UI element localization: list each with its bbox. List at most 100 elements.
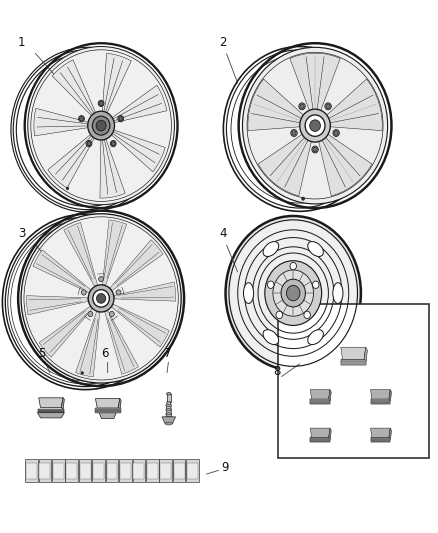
Ellipse shape	[276, 311, 283, 319]
Bar	[65, 459, 78, 482]
Bar	[119, 459, 132, 482]
Ellipse shape	[99, 101, 103, 106]
Ellipse shape	[166, 413, 172, 415]
Ellipse shape	[265, 261, 321, 326]
Bar	[26, 463, 37, 479]
Bar	[371, 399, 390, 404]
Bar	[173, 459, 185, 482]
Polygon shape	[310, 390, 330, 399]
Ellipse shape	[304, 311, 311, 319]
Ellipse shape	[99, 277, 104, 282]
Ellipse shape	[310, 120, 321, 132]
Ellipse shape	[110, 141, 116, 147]
Ellipse shape	[308, 241, 323, 256]
Bar	[341, 361, 366, 362]
Bar	[341, 360, 366, 361]
Bar	[106, 463, 117, 479]
Ellipse shape	[111, 142, 115, 146]
Ellipse shape	[326, 104, 330, 109]
Bar	[174, 463, 184, 479]
Ellipse shape	[28, 46, 174, 205]
Polygon shape	[52, 60, 98, 120]
Bar	[93, 463, 104, 479]
Bar	[310, 440, 330, 441]
Polygon shape	[321, 79, 382, 131]
Ellipse shape	[78, 116, 85, 122]
Ellipse shape	[281, 279, 305, 307]
Text: 6: 6	[101, 347, 109, 360]
Polygon shape	[162, 417, 176, 424]
Bar	[39, 459, 51, 482]
Bar	[341, 362, 366, 364]
Bar	[278, 304, 428, 458]
Bar	[371, 441, 390, 442]
Ellipse shape	[116, 290, 121, 295]
Ellipse shape	[88, 311, 93, 317]
Polygon shape	[26, 296, 88, 315]
Polygon shape	[48, 131, 97, 188]
Text: 8: 8	[274, 366, 281, 378]
Bar	[159, 459, 172, 482]
Ellipse shape	[312, 281, 319, 288]
Ellipse shape	[166, 409, 172, 411]
Bar	[371, 399, 390, 400]
Ellipse shape	[98, 100, 104, 107]
Bar	[92, 459, 105, 482]
Ellipse shape	[110, 311, 114, 317]
Bar	[341, 364, 366, 366]
Bar	[187, 463, 198, 479]
Ellipse shape	[263, 330, 279, 345]
Ellipse shape	[230, 221, 356, 365]
Bar	[25, 459, 38, 482]
Polygon shape	[371, 390, 390, 399]
Polygon shape	[102, 53, 131, 118]
Bar	[146, 459, 159, 482]
Ellipse shape	[96, 120, 106, 131]
Polygon shape	[33, 250, 91, 293]
Bar	[371, 439, 390, 440]
Ellipse shape	[92, 116, 110, 135]
Text: 5: 5	[38, 347, 45, 360]
Bar	[95, 412, 120, 413]
Bar	[134, 463, 144, 479]
Ellipse shape	[263, 241, 279, 256]
Bar	[147, 463, 158, 479]
Polygon shape	[102, 220, 127, 285]
Bar	[106, 459, 118, 482]
Bar	[371, 438, 390, 442]
Text: 3: 3	[18, 227, 25, 240]
Bar	[371, 403, 390, 404]
Bar	[371, 402, 390, 403]
Polygon shape	[118, 399, 121, 410]
Polygon shape	[61, 398, 64, 409]
Ellipse shape	[226, 216, 361, 370]
Bar	[310, 438, 330, 439]
Ellipse shape	[21, 214, 181, 383]
Ellipse shape	[290, 262, 297, 270]
Ellipse shape	[81, 372, 84, 374]
Polygon shape	[317, 131, 372, 196]
Bar	[310, 402, 330, 403]
Ellipse shape	[243, 47, 388, 204]
Ellipse shape	[244, 282, 254, 303]
Ellipse shape	[312, 146, 318, 153]
Bar	[53, 463, 64, 479]
Ellipse shape	[86, 141, 92, 147]
Ellipse shape	[292, 131, 296, 135]
Polygon shape	[38, 413, 64, 418]
Ellipse shape	[88, 285, 114, 312]
Polygon shape	[95, 399, 120, 408]
Ellipse shape	[333, 282, 343, 303]
Bar	[310, 441, 330, 442]
Polygon shape	[76, 312, 100, 377]
Polygon shape	[112, 304, 170, 347]
Bar	[160, 463, 171, 479]
Text: 4: 4	[219, 227, 226, 240]
Ellipse shape	[66, 187, 69, 190]
Bar	[95, 408, 120, 409]
Ellipse shape	[80, 117, 83, 121]
Polygon shape	[341, 347, 366, 359]
Bar	[52, 459, 64, 482]
Text: 1: 1	[18, 36, 26, 49]
Bar	[341, 359, 366, 366]
